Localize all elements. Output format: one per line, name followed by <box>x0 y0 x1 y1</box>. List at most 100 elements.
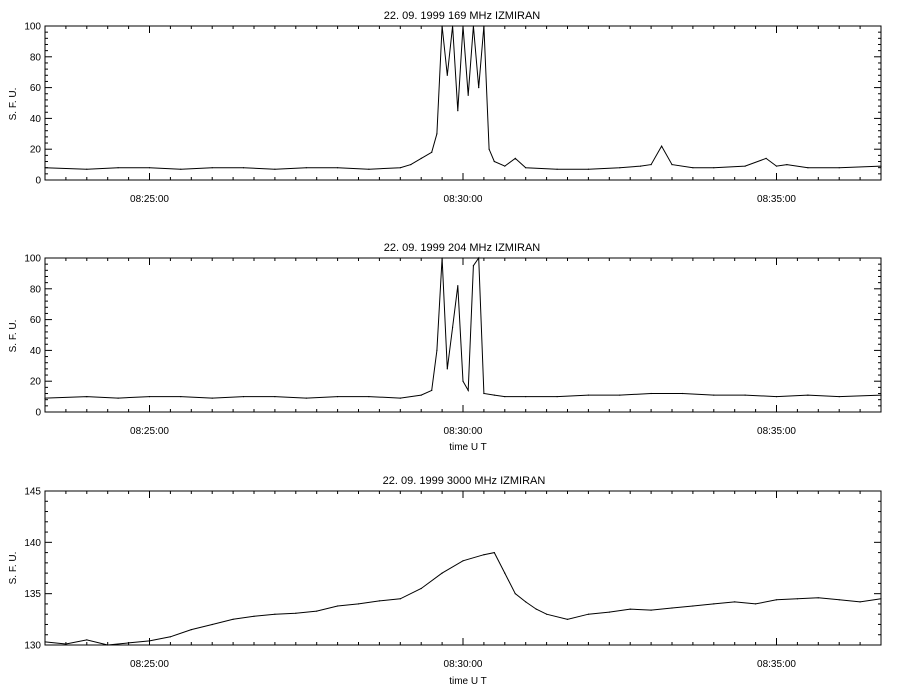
data-point <box>295 612 297 614</box>
data-point <box>483 554 485 556</box>
data-point <box>399 167 401 169</box>
y-tick-label: 130 <box>24 641 41 652</box>
data-point <box>629 608 631 610</box>
data-point <box>556 396 558 398</box>
y-tick-label: 40 <box>30 346 42 357</box>
data-point <box>462 560 464 562</box>
chart-title: 22. 09. 1999 169 MHz IZMIRAN <box>384 10 541 22</box>
data-point <box>692 167 694 169</box>
data-point <box>713 167 715 169</box>
data-point <box>504 572 506 574</box>
data-point <box>441 257 443 259</box>
data-point <box>514 593 516 595</box>
data-point <box>488 148 490 150</box>
data-point <box>775 396 778 398</box>
data-point <box>274 396 276 398</box>
y-tick-label: 0 <box>35 408 41 419</box>
data-point <box>504 396 506 398</box>
data-point <box>880 598 882 600</box>
data-point <box>838 167 840 169</box>
data-point <box>452 326 454 328</box>
panel-169mhz: 22. 09. 1999 169 MHz IZMIRAN S. F. U. 0 2… <box>8 10 882 205</box>
data-point <box>744 394 746 396</box>
data-point <box>232 618 234 620</box>
y-tick-label: 60 <box>30 83 42 94</box>
data-point <box>838 396 840 398</box>
data-point <box>744 165 746 167</box>
data-point <box>457 285 459 287</box>
y-tick-label: 0 <box>35 176 41 187</box>
data-point <box>305 167 307 169</box>
data-point <box>378 600 380 602</box>
y-tick-label: 80 <box>30 284 42 295</box>
data-point <box>467 94 469 96</box>
data-point <box>556 168 558 170</box>
data-point <box>546 613 548 615</box>
data-point <box>431 151 433 153</box>
plot-frame <box>44 257 882 413</box>
data-point <box>128 642 130 644</box>
data-point <box>107 644 109 646</box>
data-point <box>514 157 516 159</box>
data-point <box>190 629 192 631</box>
data-point <box>483 25 485 27</box>
y-tick-label: 140 <box>24 538 41 549</box>
series-line <box>44 256 882 399</box>
data-point <box>462 380 464 382</box>
data-point <box>765 157 767 159</box>
data-point <box>525 396 527 398</box>
data-point <box>436 349 438 351</box>
data-point <box>566 618 569 620</box>
chart-title: 22. 09. 1999 204 MHz IZMIRAN <box>384 242 541 254</box>
data-point <box>462 25 464 27</box>
data-point <box>650 609 652 611</box>
x-tick-label: 08:35:00 <box>757 194 796 205</box>
y-axis-label: S. F. U. <box>8 552 19 585</box>
data-point <box>148 396 151 398</box>
data-point <box>446 74 448 76</box>
data-point <box>148 167 151 169</box>
y-tick-label: 20 <box>30 145 42 156</box>
y-tick-label: 145 <box>24 487 41 498</box>
data-point <box>441 572 443 574</box>
data-point <box>253 615 255 617</box>
data-point <box>117 397 119 399</box>
data-point <box>169 636 171 638</box>
data-point <box>859 601 861 603</box>
chart-title: 22. 09. 1999 3000 MHz IZMIRAN <box>383 475 546 487</box>
data-point <box>446 368 448 370</box>
x-tick-label: 08:30:00 <box>444 426 483 437</box>
data-point <box>357 603 360 605</box>
data-point <box>713 394 715 396</box>
data-point <box>337 605 339 607</box>
plot-frame <box>44 490 882 646</box>
y-tick-label: 60 <box>30 315 42 326</box>
x-axis-label: time U T <box>449 676 487 687</box>
data-point <box>807 394 809 396</box>
data-point <box>692 605 694 607</box>
data-point <box>337 167 339 169</box>
data-point <box>441 25 443 27</box>
y-tick-label: 40 <box>30 114 42 125</box>
data-point <box>316 610 318 612</box>
data-point <box>796 598 799 600</box>
data-point <box>180 168 182 170</box>
y-tick-label: 135 <box>24 589 41 600</box>
data-point <box>410 164 412 166</box>
data-point <box>504 165 506 167</box>
y-axis-label: S. F. U. <box>8 320 19 353</box>
data-point <box>211 397 213 399</box>
data-point <box>242 396 245 398</box>
data-point <box>211 623 213 626</box>
data-point <box>44 641 46 643</box>
data-point <box>86 168 88 170</box>
data-point <box>587 613 590 615</box>
data-point <box>661 145 663 147</box>
data-point <box>86 639 88 641</box>
y-tick-label: 80 <box>30 52 42 63</box>
data-point <box>640 165 642 167</box>
data-point <box>619 394 621 396</box>
series-line <box>44 552 882 646</box>
y-axis-label: S. F. U. <box>8 88 19 121</box>
x-tick-label: 08:35:00 <box>757 426 796 437</box>
